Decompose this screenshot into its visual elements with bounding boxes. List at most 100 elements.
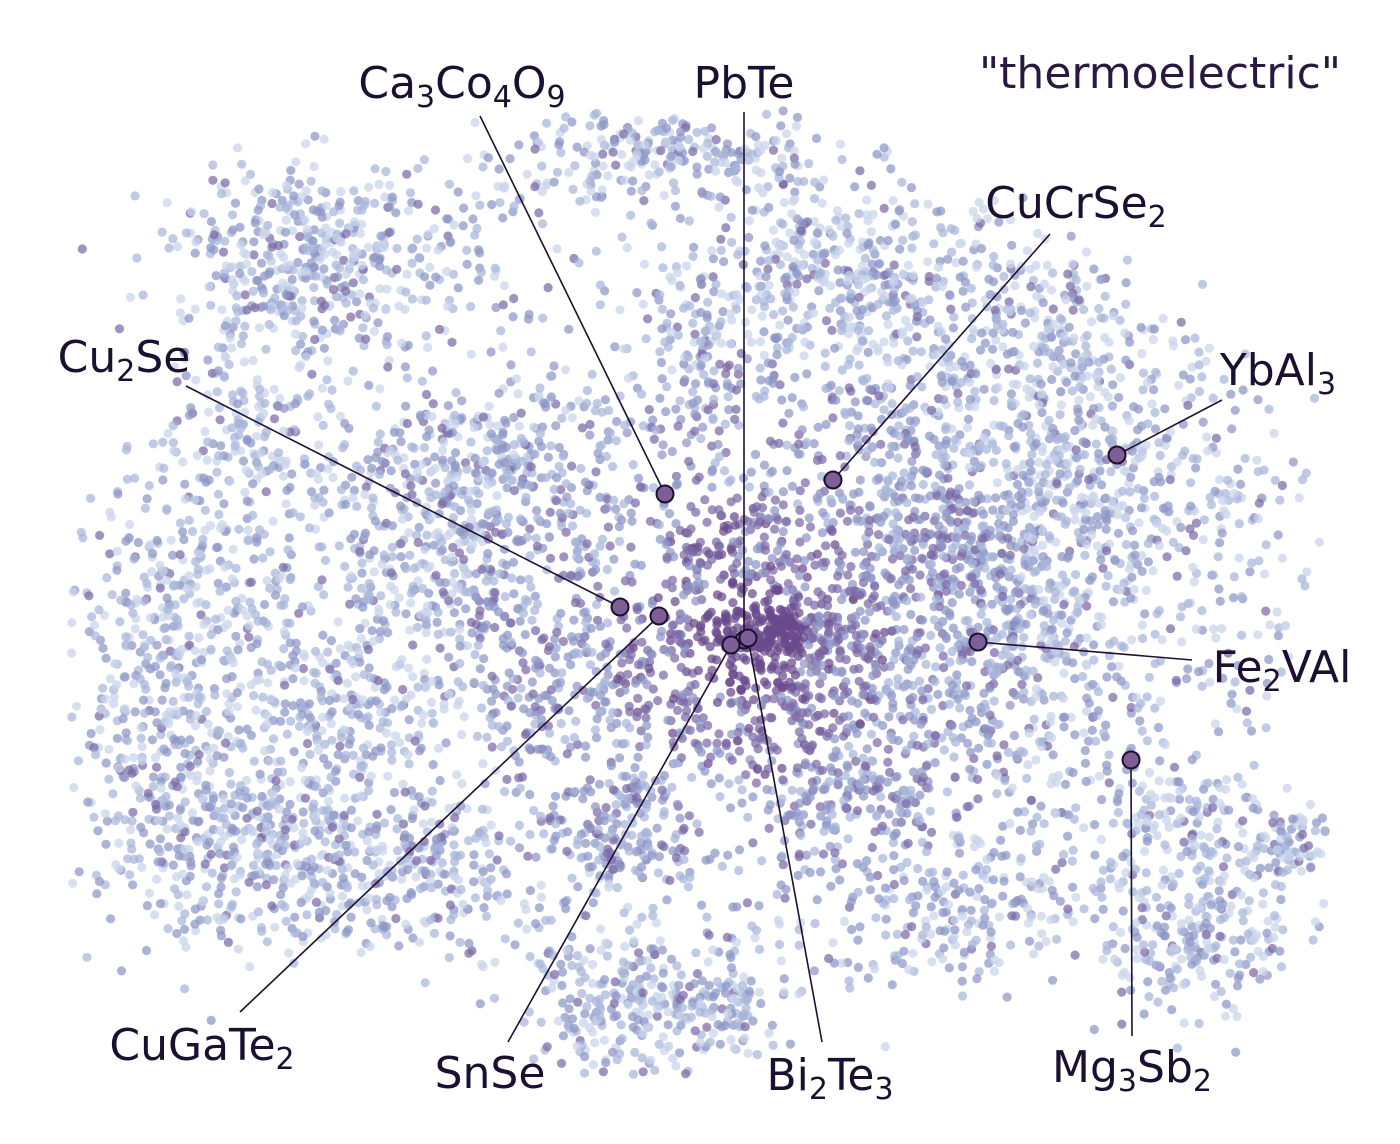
embedding-point <box>290 928 300 938</box>
embedding-point <box>709 394 719 404</box>
embedding-point <box>1220 1011 1231 1021</box>
embedding-point <box>675 1011 685 1021</box>
embedding-point <box>1071 349 1081 359</box>
embedding-point <box>186 857 196 867</box>
embedding-point <box>1259 831 1269 841</box>
embedding-point <box>1161 433 1171 443</box>
embedding-point <box>1118 906 1128 916</box>
embedding-point <box>1051 537 1061 547</box>
embedding-point <box>1094 448 1104 459</box>
embedding-point <box>541 473 551 483</box>
embedding-point <box>918 615 928 625</box>
embedding-point <box>712 976 723 987</box>
embedding-point <box>711 279 721 289</box>
embedding-point <box>310 811 321 821</box>
embedding-point <box>441 738 451 748</box>
embedding-point <box>240 321 250 331</box>
embedding-point <box>601 1058 611 1068</box>
embedding-point <box>240 290 250 300</box>
embedding-point <box>846 288 856 299</box>
embedding-point <box>1175 612 1186 622</box>
embedding-point <box>218 247 229 257</box>
embedding-point <box>1076 492 1087 503</box>
embedding-point <box>155 834 165 844</box>
embedding-point <box>939 663 949 673</box>
embedding-point <box>251 705 261 715</box>
embedding-point <box>466 514 477 524</box>
embedding-point <box>1230 947 1240 957</box>
embedding-point <box>588 898 598 908</box>
embedding-point <box>702 313 712 323</box>
embedding-point <box>357 568 367 578</box>
embedding-point <box>821 316 832 326</box>
embedding-point <box>1091 439 1101 449</box>
embedding-point <box>453 875 463 885</box>
embedding-point <box>1154 541 1164 551</box>
embedding-point <box>1088 883 1098 894</box>
embedding-point <box>1078 437 1088 447</box>
embedding-point <box>560 365 571 375</box>
embedding-point <box>76 527 86 537</box>
embedding-point <box>82 952 92 962</box>
embedding-point <box>257 926 267 937</box>
embedding-point <box>362 905 372 915</box>
embedding-point <box>570 161 580 171</box>
embedding-point <box>1108 922 1118 932</box>
embedding-point <box>370 198 380 208</box>
embedding-point <box>637 186 647 196</box>
embedding-point <box>1103 571 1113 581</box>
embedding-point <box>881 311 892 321</box>
embedding-point <box>703 340 714 350</box>
embedding-point <box>906 584 916 594</box>
embedding-point <box>249 250 259 260</box>
embedding-point <box>600 975 610 985</box>
embedding-point <box>1217 877 1227 887</box>
embedding-point <box>898 269 908 279</box>
embedding-point <box>209 245 219 255</box>
embedding-point <box>316 692 326 702</box>
embedding-point <box>775 380 785 390</box>
embedding-point <box>837 365 847 375</box>
embedding-point <box>464 587 474 597</box>
embedding-point <box>213 578 223 589</box>
embedding-point <box>1115 372 1125 383</box>
embedding-point <box>487 200 497 210</box>
embedding-point <box>1121 299 1131 309</box>
embedding-point <box>697 188 707 199</box>
embedding-point <box>281 916 291 926</box>
embedding-point <box>844 238 854 248</box>
embedding-point <box>536 1017 546 1027</box>
embedding-point <box>1148 940 1158 950</box>
embedding-point <box>393 455 403 465</box>
embedding-point <box>688 318 698 328</box>
embedding-point <box>343 640 353 650</box>
embedding-point <box>1164 777 1175 787</box>
embedding-point <box>1208 393 1218 403</box>
embedding-point <box>377 559 387 569</box>
embedding-point <box>1176 851 1186 862</box>
embedding-point <box>466 349 476 359</box>
embedding-point <box>90 631 100 641</box>
embedding-point <box>351 672 361 682</box>
embedding-point <box>340 561 350 572</box>
embedding-point <box>164 811 174 821</box>
embedding-point <box>243 536 253 546</box>
embedding-point <box>1089 1024 1099 1035</box>
embedding-point <box>532 505 542 516</box>
embedding-point <box>767 1020 778 1030</box>
embedding-point <box>1017 487 1027 497</box>
embedding-point <box>1238 385 1248 395</box>
embedding-point <box>371 824 381 834</box>
embedding-point <box>352 247 362 257</box>
embedding-point <box>1221 784 1231 795</box>
embedding-point <box>744 232 754 243</box>
embedding-point <box>407 490 417 500</box>
embedding-point <box>556 1058 567 1068</box>
embedding-point <box>1093 382 1103 392</box>
embedding-point <box>144 481 154 491</box>
embedding-point <box>93 826 103 836</box>
embedding-point <box>348 366 358 376</box>
embedding-point <box>810 846 820 856</box>
embedding-point <box>288 701 298 711</box>
embedding-point <box>626 210 636 220</box>
